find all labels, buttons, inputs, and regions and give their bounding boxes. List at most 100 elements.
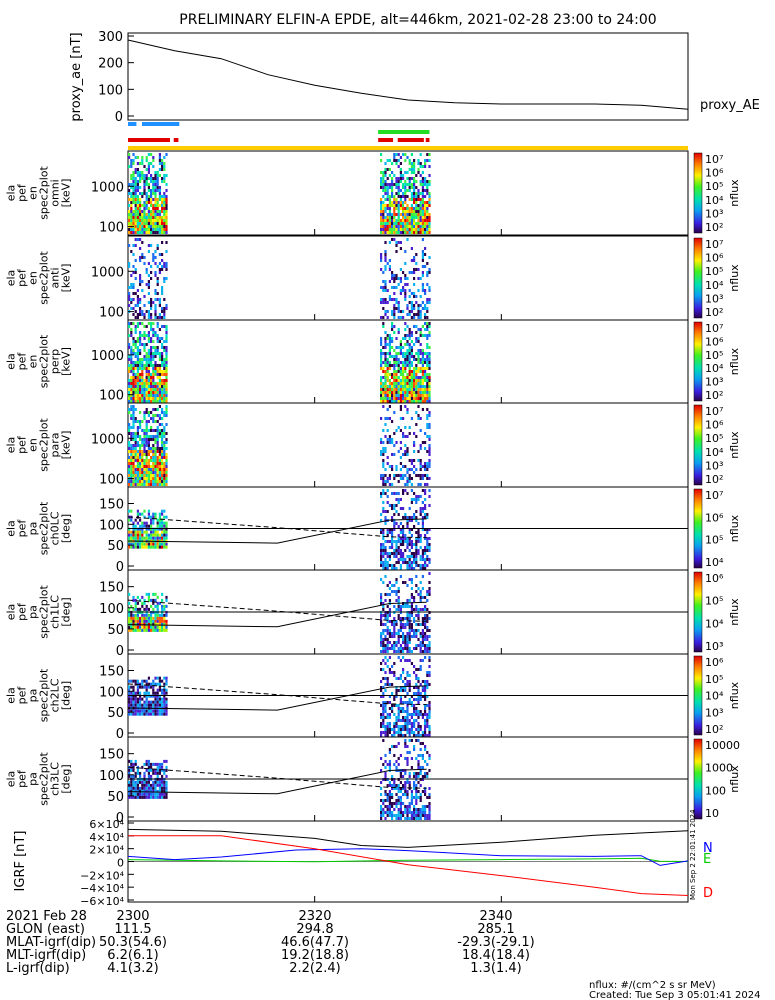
spectrogram-cell <box>156 703 159 707</box>
spectrogram-cell <box>132 765 135 769</box>
spectrogram-cell <box>395 177 398 180</box>
spectrogram-cell <box>395 394 398 397</box>
spectrogram-cell <box>388 763 391 766</box>
spectrogram-cell <box>388 593 391 596</box>
spectrogram-cell <box>399 429 402 432</box>
spectrogram-cell <box>143 262 146 265</box>
spectrogram-cell <box>156 432 159 435</box>
spectrogram-cell <box>380 662 383 665</box>
spectrogram-cell <box>406 757 409 760</box>
spectrogram-cell <box>136 462 139 465</box>
spectrogram-cell <box>156 382 159 385</box>
panel-ylabel: elapefenspec2plotperp[keV] <box>5 334 73 388</box>
spectrogram-cell <box>156 700 159 704</box>
spectrogram-cell <box>408 599 411 602</box>
spectrogram-cell <box>139 367 142 370</box>
spectrogram-cell <box>424 447 427 450</box>
spectrogram-cell <box>163 213 166 216</box>
spectrogram-cell <box>415 644 418 647</box>
spectrogram-cell <box>154 414 157 417</box>
spectrogram-cell <box>136 527 139 531</box>
spectrogram-cell <box>386 213 389 216</box>
spectrogram-cell <box>143 438 146 441</box>
spectrogram-cell <box>408 358 411 361</box>
spectrogram-cell <box>143 432 146 435</box>
spectrogram-cell <box>406 435 409 438</box>
spectrogram-cell <box>395 244 398 247</box>
spectrogram-cell <box>136 301 139 304</box>
spectrogram-cell <box>128 295 131 298</box>
spectrogram-cell <box>424 159 427 162</box>
spectrogram-cell <box>391 534 394 537</box>
spectrogram-cell <box>382 453 385 456</box>
spectrogram-cell <box>386 337 389 340</box>
pitch-angle-ytick-label: 0 <box>116 811 124 826</box>
orbit-row-value: 2.2(2.4) <box>289 961 341 976</box>
spectrogram-cell <box>397 358 400 361</box>
spectrogram-cell <box>145 628 148 632</box>
spectrogram-cell <box>402 686 405 689</box>
spectrogram-cell <box>380 207 383 210</box>
spectrogram-cell <box>426 435 429 438</box>
spectrogram-cell <box>410 204 413 207</box>
spectrogram-cell <box>397 552 400 555</box>
spectrogram-cell <box>404 198 407 201</box>
spectrogram-cell <box>154 352 157 355</box>
spectrogram-cell <box>136 783 139 787</box>
spectrogram-cell <box>128 759 131 763</box>
spectrogram-cell <box>132 292 135 295</box>
spectrogram-cell <box>386 799 389 802</box>
spectrogram-cell <box>428 435 431 438</box>
spectrogram-cell <box>158 313 161 316</box>
spectrogram-cell <box>158 388 161 391</box>
spectrogram-cell <box>139 518 142 522</box>
spectrogram-cell <box>382 492 385 495</box>
spectrogram-cell <box>386 207 389 210</box>
spectrogram-cell <box>421 635 424 638</box>
spectrogram-cell <box>382 195 385 198</box>
spectrogram-cell <box>154 298 157 301</box>
spectrogram-cell <box>139 310 142 313</box>
spectrogram-cell <box>150 518 153 522</box>
spectrogram-cell <box>161 198 164 201</box>
spectrogram-cell <box>152 373 155 376</box>
spectrogram-cell <box>393 787 396 790</box>
spectrogram-cell <box>424 626 427 629</box>
spectrogram-cell <box>417 739 420 742</box>
spectrogram-cell <box>388 599 391 602</box>
spectrogram-cell <box>139 331 142 334</box>
spectrogram-cell <box>415 295 418 298</box>
spectrogram-cell <box>130 619 133 623</box>
spectrogram-cell <box>130 376 133 379</box>
orbit-row-label: L-igrf(dip) <box>6 961 70 976</box>
spectrogram-cell <box>393 310 396 313</box>
spectrogram-cell <box>428 373 431 376</box>
spectrogram-cell <box>380 391 383 394</box>
spectrogram-cell <box>408 400 411 403</box>
spectrogram-cell <box>402 337 405 340</box>
spectrogram-cell <box>156 322 159 325</box>
spectrogram-cell <box>161 447 164 450</box>
spectrogram-cell <box>395 388 398 391</box>
spectrogram-cell <box>380 259 383 262</box>
state-bar-blue <box>128 122 137 126</box>
spectrogram-cell <box>397 587 400 590</box>
spectrogram-cell <box>384 361 387 364</box>
spectrogram-cell <box>426 376 429 379</box>
spectrogram-cell <box>143 700 146 704</box>
spectrogram-cell <box>382 608 385 611</box>
spectrogram-cell <box>147 598 150 602</box>
spectrogram-cell <box>410 459 413 462</box>
spectrogram-cell <box>380 725 383 728</box>
spectrogram-cell <box>428 411 431 414</box>
spectrogram-cell <box>384 370 387 373</box>
spectrogram-cell <box>417 313 420 316</box>
spectrogram-cell <box>154 530 157 534</box>
spectrogram-cell <box>150 474 153 477</box>
spectrogram-cell <box>152 414 155 417</box>
spectrogram-cell <box>161 168 164 171</box>
spectrogram-cell <box>421 680 424 683</box>
spectrogram-cell <box>399 540 402 543</box>
spectrogram-cell <box>384 638 387 641</box>
spectrogram-cell <box>143 795 146 799</box>
